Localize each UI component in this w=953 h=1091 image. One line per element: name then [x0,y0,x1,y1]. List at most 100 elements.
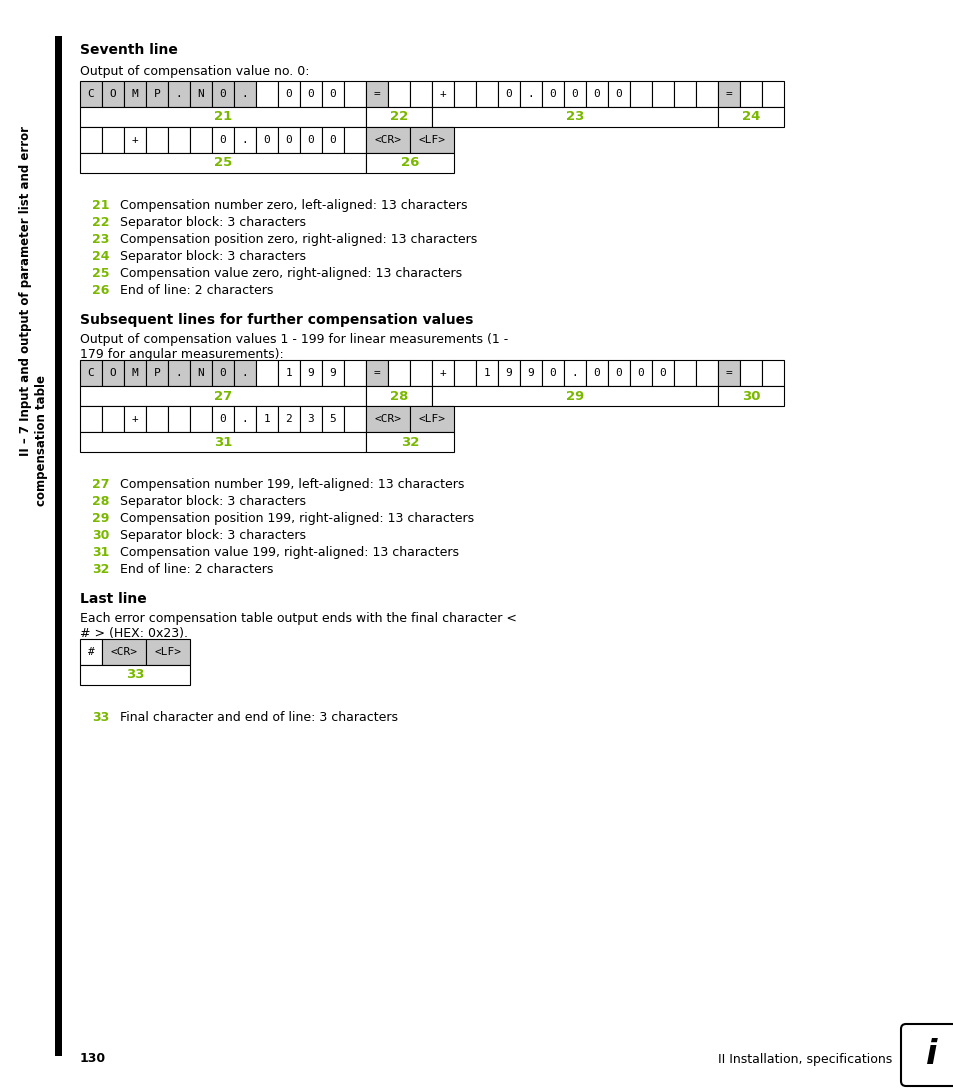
Text: 22: 22 [91,216,110,229]
Text: <LF>: <LF> [418,135,445,145]
Bar [255,81,277,107]
Text: 130: 130 [80,1053,106,1066]
Bar [190,360,212,386]
Text: 0: 0 [615,89,621,99]
Text: M: M [132,89,138,99]
Bar [80,81,102,107]
Text: 21: 21 [213,110,232,123]
Bar [124,127,146,153]
Bar [432,81,454,107]
Bar [233,127,255,153]
Text: 26: 26 [91,284,110,297]
Bar [563,81,585,107]
Bar [255,406,277,432]
Text: 0: 0 [330,135,336,145]
Bar [563,360,585,386]
Bar [277,127,299,153]
Text: Compensation value 199, right-aligned: 13 characters: Compensation value 199, right-aligned: 1… [120,546,458,559]
Bar [696,360,718,386]
Text: 23: 23 [91,233,110,245]
Text: O: O [110,368,116,377]
Bar [366,360,388,386]
Text: 31: 31 [91,546,110,559]
Bar [541,81,563,107]
Bar [673,81,696,107]
Bar [80,386,366,406]
Bar [761,81,783,107]
Bar [80,360,102,386]
Bar [432,386,718,406]
Text: Last line: Last line [80,592,147,606]
Bar [168,127,190,153]
Text: Compensation position zero, right-aligned: 13 characters: Compensation position zero, right-aligne… [120,233,476,245]
Bar [80,639,102,666]
Text: +: + [439,89,446,99]
Bar [476,360,497,386]
Text: N: N [197,368,204,377]
Text: Separator block: 3 characters: Separator block: 3 characters [120,250,306,263]
Text: 29: 29 [91,512,110,525]
Text: 0: 0 [637,368,643,377]
Text: 28: 28 [91,495,110,508]
Bar [102,81,124,107]
Text: 3: 3 [307,413,314,424]
Bar [366,153,454,173]
Bar [80,406,102,432]
Text: 0: 0 [307,89,314,99]
Text: .: . [241,89,248,99]
Text: 0: 0 [549,89,556,99]
Text: 0: 0 [263,135,270,145]
Bar [212,360,233,386]
Bar [102,639,146,666]
Text: 26: 26 [400,156,418,169]
Bar [497,81,519,107]
Bar [277,406,299,432]
FancyBboxPatch shape [900,1024,953,1086]
Text: 9: 9 [527,368,534,377]
Text: 0: 0 [219,413,226,424]
Bar [541,360,563,386]
Text: <CR>: <CR> [111,647,137,657]
Text: 22: 22 [390,110,408,123]
Bar [102,127,124,153]
Bar [718,386,783,406]
Text: 0: 0 [593,89,599,99]
Bar [629,81,651,107]
Bar [629,360,651,386]
Text: 33: 33 [91,711,110,724]
Text: 5: 5 [330,413,336,424]
Bar [299,127,322,153]
Text: 2: 2 [285,413,292,424]
Text: 0: 0 [285,89,292,99]
Bar [168,406,190,432]
Text: 0: 0 [615,368,621,377]
Bar [146,639,190,666]
Text: #: # [88,647,94,657]
Bar [80,107,366,127]
Bar [55,36,62,1056]
Bar [233,406,255,432]
Text: O: O [110,89,116,99]
Bar [344,406,366,432]
Text: 0: 0 [593,368,599,377]
Text: Output of compensation values 1 - 199 for linear measurements (1 -: Output of compensation values 1 - 199 fo… [80,333,508,346]
Bar [322,127,344,153]
Text: Compensation number 199, left-aligned: 13 characters: Compensation number 199, left-aligned: 1… [120,478,464,491]
Bar [410,81,432,107]
Bar [255,127,277,153]
Text: II – 7 Input and output of parameter list and error: II – 7 Input and output of parameter lis… [19,125,32,456]
Bar [233,81,255,107]
Text: =: = [725,368,732,377]
Bar [718,360,740,386]
Bar [322,406,344,432]
Text: +: + [132,413,138,424]
Bar [80,432,366,452]
Text: <LF>: <LF> [154,647,181,657]
Text: .: . [175,89,182,99]
Bar [277,360,299,386]
Text: Each error compensation table output ends with the final character <: Each error compensation table output end… [80,612,517,625]
Bar [410,406,454,432]
Bar [718,81,740,107]
Text: 1: 1 [483,368,490,377]
Text: 32: 32 [91,563,110,576]
